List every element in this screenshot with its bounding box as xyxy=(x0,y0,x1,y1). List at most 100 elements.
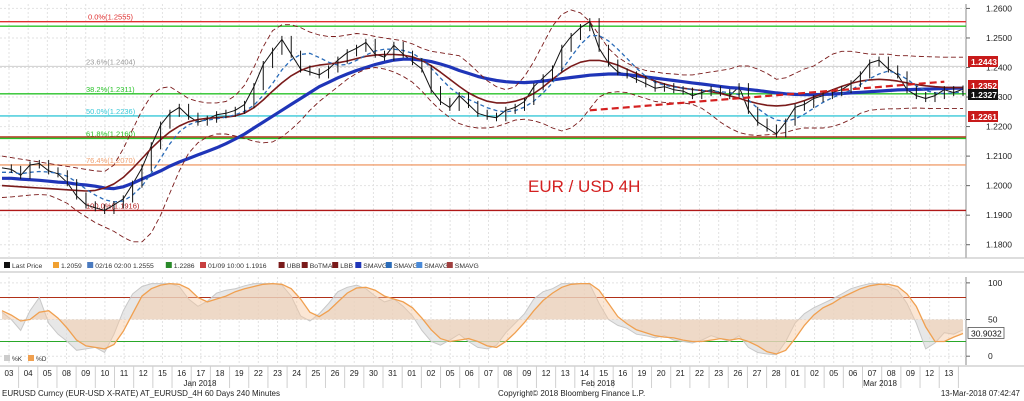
legend-label: SMAVG xyxy=(424,263,448,270)
legend-label: 01/09 10:00 1.1916 xyxy=(208,263,267,270)
day-tick-label: 09 xyxy=(522,369,531,378)
legend-label: UBB xyxy=(287,263,301,270)
legend-label: 1.2059 xyxy=(61,263,82,270)
oscillator-series xyxy=(1,282,964,356)
day-tick-label: 30 xyxy=(369,369,378,378)
day-tick-label: 09 xyxy=(81,369,90,378)
day-tick-label: 26 xyxy=(733,369,742,378)
legend-swatch xyxy=(4,262,10,268)
price-tag-label: 1.2327 xyxy=(971,90,997,100)
day-tick-label: 12 xyxy=(139,369,148,378)
day-tick-label: 27 xyxy=(753,369,762,378)
day-tick-label: 16 xyxy=(177,369,186,378)
day-tick-label: 02 xyxy=(810,369,819,378)
oscillator-legend-label: %D xyxy=(36,356,47,363)
day-tick-label: 01 xyxy=(407,369,416,378)
day-tick-label: 15 xyxy=(599,369,608,378)
legend-label: 02/16 02:00 1.2555 xyxy=(95,263,154,270)
time-axis: 03 04 05 08 09 10 11 12 15 16 17 18 19 22 23 24 25 26 29 30… xyxy=(5,366,959,388)
price-tick-label: 1.2400 xyxy=(986,63,1012,73)
day-tick-label: 02 xyxy=(427,369,436,378)
legend-swatch xyxy=(446,262,453,268)
day-tick-label: 03 xyxy=(5,369,14,378)
price-panel-series xyxy=(1,9,964,243)
day-tick-label: 09 xyxy=(906,369,915,378)
day-tick-label: 05 xyxy=(446,369,455,378)
day-tick-label: 23 xyxy=(714,369,723,378)
price-tag-label: 1.2261 xyxy=(971,112,997,122)
percent-d-area xyxy=(2,283,963,354)
day-tick-label: 29 xyxy=(350,369,359,378)
legend-swatch xyxy=(332,262,339,268)
day-tick-label: 18 xyxy=(216,369,225,378)
day-tick-label: 08 xyxy=(62,369,71,378)
legend-label: Last Price xyxy=(12,263,42,270)
day-tick-label: 04 xyxy=(24,369,33,378)
price-legend: Last Price 1.2059 02/16 02:00 1.2555 1.2286… xyxy=(4,262,479,270)
legend-swatch xyxy=(355,262,362,268)
legend-label: 1.2286 xyxy=(174,263,195,270)
day-tick-label: 13 xyxy=(944,369,953,378)
legend-swatch xyxy=(200,262,206,268)
legend-swatch xyxy=(278,262,285,268)
price-tick-label: 1.2600 xyxy=(986,3,1012,13)
oscillator-value-label: 30.9032 xyxy=(971,328,1002,338)
price-tick-label: 1.2500 xyxy=(986,33,1012,43)
day-tick-label: 31 xyxy=(388,369,397,378)
percent-k-line xyxy=(1,283,964,356)
legend-swatch xyxy=(301,262,308,268)
footer-security: EURUSD Curncy (EUR-USD X-RATE) AT_EURUSD… xyxy=(2,389,280,398)
day-tick-label: 05 xyxy=(829,369,838,378)
day-tick-label: 07 xyxy=(868,369,877,378)
price-tick-label: 1.2000 xyxy=(986,181,1012,191)
day-tick-label: 17 xyxy=(196,369,205,378)
oscillator-legend: %K %D xyxy=(4,355,47,363)
month-label: Mar 2018 xyxy=(863,379,897,388)
oscillator-panel-grid xyxy=(0,277,1024,367)
price-tag-box xyxy=(968,80,998,91)
day-tick-label: 06 xyxy=(848,369,857,378)
oscillator-legend-swatch xyxy=(4,355,10,361)
day-tick-label: 20 xyxy=(657,369,666,378)
day-tick-label: 23 xyxy=(273,369,282,378)
day-tick-label: 19 xyxy=(637,369,646,378)
oscillator-tick-label: 50 xyxy=(988,315,998,325)
legend-label: LBB xyxy=(340,263,353,270)
footer-timestamp: 13-Mar-2018 07:42:47 xyxy=(940,389,1020,398)
smavg-dashed-line xyxy=(2,34,964,203)
price-tick-label: 1.2200 xyxy=(986,122,1012,132)
day-tick-label: 08 xyxy=(503,369,512,378)
upper-bollinger-line xyxy=(1,9,963,172)
price-tag-box xyxy=(968,56,998,67)
day-tick-label: 28 xyxy=(772,369,781,378)
lower-bollinger-line xyxy=(1,67,963,243)
day-tick-label: 12 xyxy=(925,369,934,378)
day-tick-label: 10 xyxy=(100,369,109,378)
day-tick-label: 15 xyxy=(158,369,167,378)
oscillator-axis: 100 50 0 30.9032 xyxy=(966,278,1005,361)
month-label: Feb 2018 xyxy=(581,379,615,388)
fib-level-label: 76.4%(1.2070) xyxy=(86,156,136,165)
legend-label: SMAVG xyxy=(363,263,387,270)
day-tick-label: 01 xyxy=(791,369,800,378)
smavg-line xyxy=(2,57,963,191)
day-tick-label: 22 xyxy=(695,369,704,378)
price-tag-label: 1.2443 xyxy=(971,57,997,67)
oscillator-tick-label: 100 xyxy=(988,278,1002,288)
day-tick-label: 19 xyxy=(235,369,244,378)
legend-label: SMAVG xyxy=(394,263,418,270)
day-tick-label: 21 xyxy=(676,369,685,378)
day-tick-label: 12 xyxy=(542,369,551,378)
botma-line xyxy=(1,53,963,192)
day-tick-label: 08 xyxy=(887,369,896,378)
last-price-line xyxy=(1,21,964,211)
legend-swatch xyxy=(165,262,172,268)
day-tick-label: 24 xyxy=(292,369,301,378)
fib-level-label: 61.8%(1.2160) xyxy=(86,129,136,138)
legend-label: BoTMA xyxy=(310,263,333,270)
day-tick-label: 22 xyxy=(254,369,263,378)
legend-swatch xyxy=(416,262,423,268)
price-tag-label: 1.2352 xyxy=(971,81,997,91)
